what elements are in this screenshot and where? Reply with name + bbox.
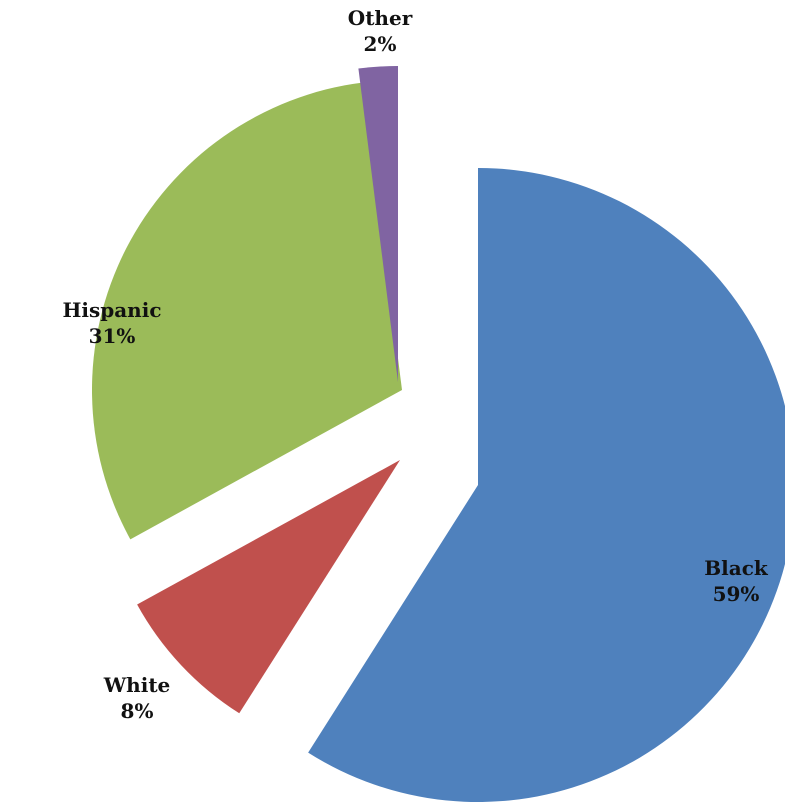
- pie-label-name: Black: [704, 556, 769, 580]
- pie-label-name: White: [103, 673, 171, 697]
- pie-label-percent: 59%: [713, 582, 760, 606]
- pie-label-percent: 8%: [121, 699, 154, 723]
- pie-slice-black: [308, 168, 785, 802]
- pie-label-name: Hispanic: [62, 298, 161, 322]
- pie-label-percent: 2%: [364, 32, 397, 56]
- pie-label-percent: 31%: [89, 324, 136, 348]
- pie-label-name: Other: [348, 6, 413, 30]
- pie-slice-hispanic: [91, 82, 403, 540]
- pie-slice-white: [137, 460, 401, 714]
- pie-slice-other: [358, 65, 398, 382]
